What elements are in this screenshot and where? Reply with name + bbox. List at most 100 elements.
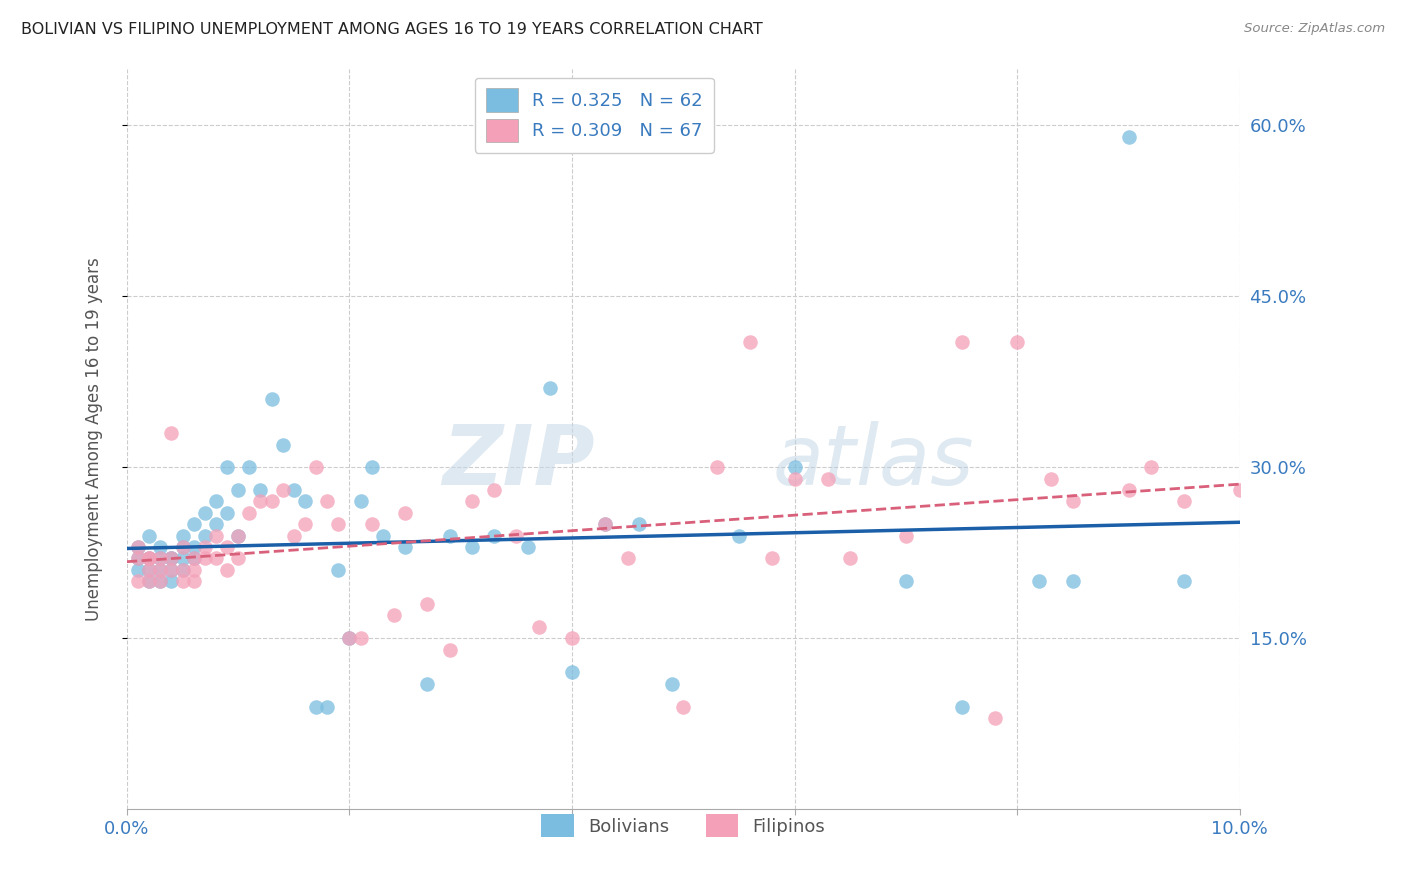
- Point: [160, 563, 183, 577]
- Point: [149, 574, 172, 589]
- Point: [1028, 574, 1050, 589]
- Point: [217, 563, 239, 577]
- Point: [160, 551, 183, 566]
- Point: [516, 540, 538, 554]
- Point: [172, 540, 194, 554]
- Point: [260, 392, 283, 406]
- Point: [260, 494, 283, 508]
- Point: [482, 529, 505, 543]
- Point: [217, 460, 239, 475]
- Point: [527, 620, 550, 634]
- Point: [1062, 494, 1084, 508]
- Point: [349, 494, 371, 508]
- Point: [205, 494, 228, 508]
- Point: [740, 334, 762, 349]
- Point: [138, 529, 160, 543]
- Point: [728, 529, 751, 543]
- Point: [160, 551, 183, 566]
- Point: [172, 540, 194, 554]
- Point: [226, 551, 249, 566]
- Point: [160, 551, 183, 566]
- Point: [172, 529, 194, 543]
- Point: [238, 460, 260, 475]
- Point: [1139, 460, 1161, 475]
- Legend: Bolivians, Filipinos: Bolivians, Filipinos: [534, 807, 832, 845]
- Point: [595, 517, 617, 532]
- Point: [382, 608, 405, 623]
- Point: [328, 563, 350, 577]
- Point: [172, 551, 194, 566]
- Point: [149, 563, 172, 577]
- Point: [183, 574, 205, 589]
- Point: [616, 551, 638, 566]
- Point: [461, 540, 484, 554]
- Point: [950, 699, 973, 714]
- Point: [172, 574, 194, 589]
- Point: [249, 494, 271, 508]
- Point: [194, 551, 217, 566]
- Point: [984, 711, 1007, 725]
- Point: [194, 540, 217, 554]
- Point: [394, 506, 416, 520]
- Point: [627, 517, 650, 532]
- Point: [271, 437, 294, 451]
- Point: [661, 677, 683, 691]
- Point: [249, 483, 271, 497]
- Point: [1005, 334, 1028, 349]
- Point: [138, 551, 160, 566]
- Point: [316, 699, 339, 714]
- Point: [894, 574, 917, 589]
- Point: [672, 699, 695, 714]
- Point: [138, 551, 160, 566]
- Point: [1173, 494, 1195, 508]
- Point: [283, 529, 305, 543]
- Point: [349, 631, 371, 645]
- Point: [894, 529, 917, 543]
- Point: [461, 494, 484, 508]
- Text: atlas: atlas: [772, 420, 974, 501]
- Point: [127, 563, 149, 577]
- Point: [183, 551, 205, 566]
- Point: [416, 597, 439, 611]
- Point: [1118, 129, 1140, 144]
- Point: [339, 631, 361, 645]
- Point: [538, 380, 561, 394]
- Point: [305, 699, 328, 714]
- Point: [416, 677, 439, 691]
- Point: [183, 517, 205, 532]
- Point: [160, 574, 183, 589]
- Point: [149, 551, 172, 566]
- Text: ZIP: ZIP: [441, 420, 595, 501]
- Point: [172, 563, 194, 577]
- Point: [1173, 574, 1195, 589]
- Point: [138, 551, 160, 566]
- Point: [783, 460, 806, 475]
- Point: [149, 540, 172, 554]
- Point: [217, 540, 239, 554]
- Point: [371, 529, 394, 543]
- Point: [183, 540, 205, 554]
- Point: [283, 483, 305, 497]
- Point: [149, 574, 172, 589]
- Point: [761, 551, 783, 566]
- Point: [160, 563, 183, 577]
- Point: [360, 460, 382, 475]
- Point: [138, 563, 160, 577]
- Y-axis label: Unemployment Among Ages 16 to 19 years: Unemployment Among Ages 16 to 19 years: [86, 257, 103, 621]
- Point: [127, 574, 149, 589]
- Point: [316, 494, 339, 508]
- Point: [482, 483, 505, 497]
- Point: [439, 642, 461, 657]
- Point: [394, 540, 416, 554]
- Point: [294, 494, 316, 508]
- Point: [305, 460, 328, 475]
- Point: [205, 551, 228, 566]
- Point: [127, 540, 149, 554]
- Point: [183, 551, 205, 566]
- Point: [505, 529, 527, 543]
- Point: [595, 517, 617, 532]
- Point: [194, 529, 217, 543]
- Point: [226, 529, 249, 543]
- Point: [138, 563, 160, 577]
- Text: Source: ZipAtlas.com: Source: ZipAtlas.com: [1244, 22, 1385, 36]
